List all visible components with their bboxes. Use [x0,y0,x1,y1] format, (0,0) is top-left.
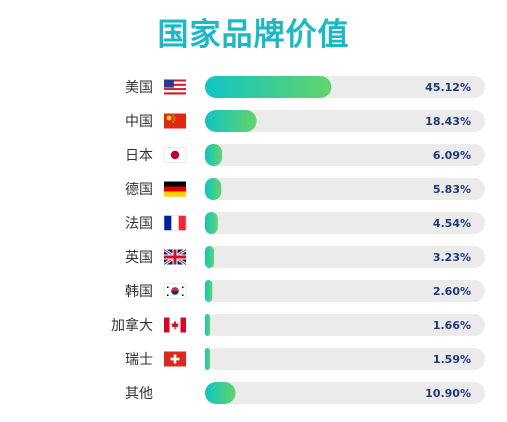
kr-flag-icon [163,283,187,299]
bar [205,110,257,132]
value-label: 1.59% [433,353,471,366]
gb-flag-icon [163,248,187,266]
cn-flag-icon [164,113,186,129]
value-label: 10.90% [425,387,471,400]
bar [205,348,210,370]
bar-track [205,212,485,234]
bar [205,212,218,234]
us-flag-icon [164,79,186,95]
de-flag-icon [164,181,186,197]
jp-flag-icon [163,147,187,163]
bar-track [205,382,485,404]
value-label: 4.54% [433,217,471,230]
bar [205,178,222,200]
bar [205,314,210,336]
ch-flag-icon [164,351,186,367]
bar-track [205,178,485,200]
bar-track [205,110,485,132]
bar [205,280,213,302]
country-label: 韩国 [125,284,153,300]
value-label: 2.60% [433,285,471,298]
country-label: 法国 [125,216,153,232]
value-label: 3.23% [433,251,471,264]
bar [205,382,236,404]
bar-track [205,348,485,370]
ca-flag-icon [164,317,186,333]
country-label: 英国 [125,249,153,266]
country-label: 加拿大 [111,317,153,334]
bar-track [205,144,485,166]
chart-title: 国家品牌价值 [157,17,350,53]
bar [205,246,215,268]
country-label: 日本 [125,148,153,164]
bar [205,76,332,98]
country-label: 美国 [125,80,153,96]
country-label: 其他 [125,386,153,402]
fr-flag-icon [163,215,187,231]
country-label: 瑞士 [125,352,153,368]
bar-track [205,280,485,302]
bar [205,144,223,166]
value-label: 5.83% [433,183,471,196]
bar-track [205,314,485,336]
value-label: 6.09% [433,149,471,162]
bar-track [205,246,485,268]
value-label: 18.43% [425,115,471,128]
country-label: 德国 [125,182,153,198]
country-label: 中国 [125,114,153,130]
value-label: 1.66% [433,319,471,332]
value-label: 45.12% [425,81,471,94]
